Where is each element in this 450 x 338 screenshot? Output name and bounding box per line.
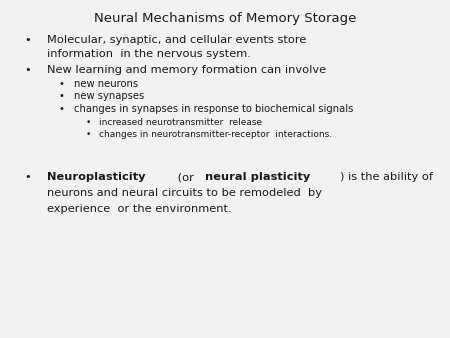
Text: •: • xyxy=(58,79,64,90)
Text: New learning and memory formation can involve: New learning and memory formation can in… xyxy=(47,65,326,75)
Text: neurons and neural circuits to be remodeled  by: neurons and neural circuits to be remode… xyxy=(47,188,322,198)
Text: neural plasticity: neural plasticity xyxy=(205,172,310,183)
Text: •: • xyxy=(25,172,32,183)
Text: new neurons: new neurons xyxy=(74,79,139,90)
Text: changes in synapses in response to biochemical signals: changes in synapses in response to bioch… xyxy=(74,104,354,114)
Text: •: • xyxy=(25,35,32,46)
Text: Molecular, synaptic, and cellular events store: Molecular, synaptic, and cellular events… xyxy=(47,35,306,46)
Text: changes in neurotransmitter-receptor  interactions.: changes in neurotransmitter-receptor int… xyxy=(99,130,332,139)
Text: Neural Mechanisms of Memory Storage: Neural Mechanisms of Memory Storage xyxy=(94,12,356,25)
Text: increased neurotransmitter  release: increased neurotransmitter release xyxy=(99,118,262,127)
Text: •: • xyxy=(86,130,91,139)
Text: •: • xyxy=(58,91,64,101)
Text: •: • xyxy=(58,104,64,114)
Text: new synapses: new synapses xyxy=(74,91,144,101)
Text: experience  or the environment.: experience or the environment. xyxy=(47,204,232,214)
Text: •: • xyxy=(86,118,91,127)
Text: Neuroplasticity: Neuroplasticity xyxy=(47,172,146,183)
Text: •: • xyxy=(25,65,32,75)
Text: (or: (or xyxy=(174,172,198,183)
Text: information  in the nervous system.: information in the nervous system. xyxy=(47,49,251,59)
Text: ) is the ability of: ) is the ability of xyxy=(341,172,433,183)
